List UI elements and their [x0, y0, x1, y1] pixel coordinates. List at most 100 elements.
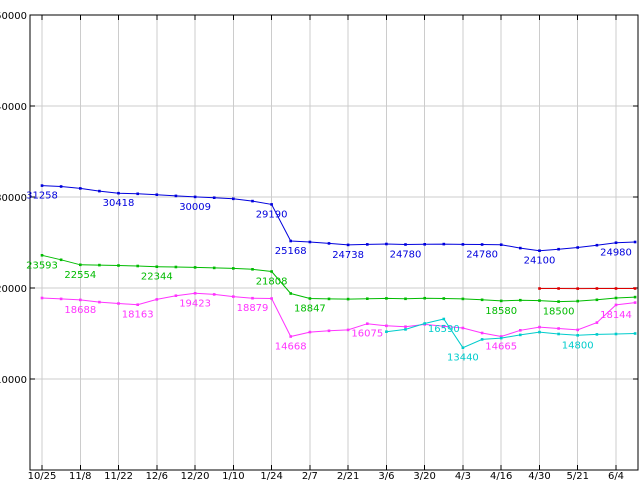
blue-data-point	[480, 243, 484, 246]
blue-value-label: 31258	[26, 191, 58, 202]
magenta-data-point	[59, 297, 63, 301]
green-data-point	[595, 298, 599, 302]
magenta-data-point	[327, 329, 331, 333]
blue-data-point	[174, 194, 178, 198]
magenta-data-point	[633, 301, 637, 304]
green-data-point	[519, 298, 522, 302]
magenta-data-point	[461, 326, 465, 330]
green-data-point	[40, 254, 44, 257]
magenta-data-point	[251, 296, 254, 300]
magenta-data-point	[270, 297, 273, 300]
x-axis-tick-label: 2/7	[302, 471, 318, 480]
y-axis-tick-label: 30000	[0, 193, 27, 204]
magenta-value-label: 18144	[600, 310, 632, 321]
magenta-data-point	[538, 325, 541, 329]
magenta-data-point	[480, 331, 484, 335]
cyan-data-point	[461, 346, 465, 349]
green-value-label: 23593	[26, 260, 58, 271]
cyan-data-point	[423, 322, 426, 325]
green-data-point	[385, 297, 388, 300]
blue-value-label: 24780	[466, 250, 498, 261]
blue-data-point	[576, 246, 579, 249]
green-value-label: 22554	[64, 270, 96, 281]
magenta-value-label: 18879	[237, 303, 269, 314]
magenta-data-point	[155, 298, 159, 301]
green-data-point	[98, 263, 101, 267]
blue-value-label: 29190	[256, 209, 288, 220]
green-data-point	[212, 266, 216, 270]
x-axis-tick-label: 10/25	[28, 471, 57, 480]
green-data-point	[155, 265, 159, 268]
cyan-data-point	[480, 338, 484, 341]
green-data-point	[557, 300, 560, 303]
blue-data-point	[251, 199, 254, 203]
blue-data-point	[385, 242, 388, 246]
blue-data-point	[423, 243, 426, 246]
magenta-data-point	[404, 325, 407, 328]
magenta-data-point	[79, 298, 82, 302]
green-value-label: 18580	[485, 306, 517, 317]
magenta-data-point	[232, 295, 235, 298]
blue-data-point	[519, 246, 522, 250]
blue-series-line	[41, 185, 636, 252]
x-axis-tick-label: 11/22	[104, 471, 133, 480]
red-data-point	[538, 287, 541, 290]
blue-data-point	[155, 193, 159, 196]
magenta-data-point	[519, 329, 522, 332]
blue-data-point	[346, 243, 350, 247]
cyan-data-point	[614, 332, 618, 336]
green-data-point	[136, 264, 139, 268]
magenta-data-point	[117, 302, 120, 305]
magenta-data-point	[499, 335, 503, 338]
magenta-data-point	[174, 294, 178, 297]
blue-data-point	[538, 249, 541, 252]
cyan-data-point	[557, 332, 560, 336]
green-data-point	[232, 267, 235, 270]
cyan-value-label: 16590	[428, 324, 460, 335]
magenta-data-point	[289, 335, 292, 338]
blue-data-point	[40, 184, 44, 187]
blue-data-point	[404, 243, 407, 246]
cyan-data-point	[404, 328, 407, 331]
magenta-data-point	[385, 324, 388, 328]
magenta-data-point	[193, 292, 197, 295]
magenta-data-point	[576, 328, 579, 332]
cyan-data-point	[633, 332, 637, 335]
green-data-point	[499, 299, 503, 303]
magenta-series-line	[41, 292, 636, 338]
red-data-point	[633, 287, 637, 290]
green-data-point	[538, 299, 541, 302]
green-data-point	[174, 265, 178, 269]
green-data-point	[270, 270, 273, 273]
magenta-data-point	[366, 322, 369, 325]
cyan-data-point	[442, 317, 446, 321]
magenta-data-point	[40, 296, 44, 300]
blue-data-point	[366, 243, 369, 246]
blue-data-point	[442, 242, 446, 246]
y-axis-tick-label: 40000	[0, 102, 27, 113]
x-axis-tick-label: 4/16	[490, 471, 512, 480]
magenta-data-point	[442, 324, 446, 328]
x-axis-tick-label: 6/4	[608, 471, 624, 480]
blue-data-point	[270, 203, 273, 206]
blue-data-point	[289, 239, 292, 243]
x-axis-tick-label: 4/3	[455, 471, 471, 480]
x-axis-tick-label: 3/20	[413, 471, 435, 480]
blue-data-point	[308, 240, 312, 244]
cyan-series-line	[386, 318, 636, 349]
blue-data-point	[79, 187, 82, 190]
cyan-value-label: 13440	[447, 353, 479, 364]
blue-data-point	[499, 243, 503, 246]
plot-border	[29, 14, 639, 471]
green-data-point	[308, 297, 312, 300]
y-axis-tick-label: 20000	[0, 284, 27, 295]
blue-data-point	[633, 240, 637, 244]
green-data-point	[193, 266, 197, 269]
red-data-point	[557, 287, 560, 290]
cyan-data-point	[519, 333, 522, 337]
cyan-value-label: 14800	[562, 340, 594, 351]
green-data-point	[59, 258, 63, 262]
blue-data-point	[232, 197, 235, 201]
